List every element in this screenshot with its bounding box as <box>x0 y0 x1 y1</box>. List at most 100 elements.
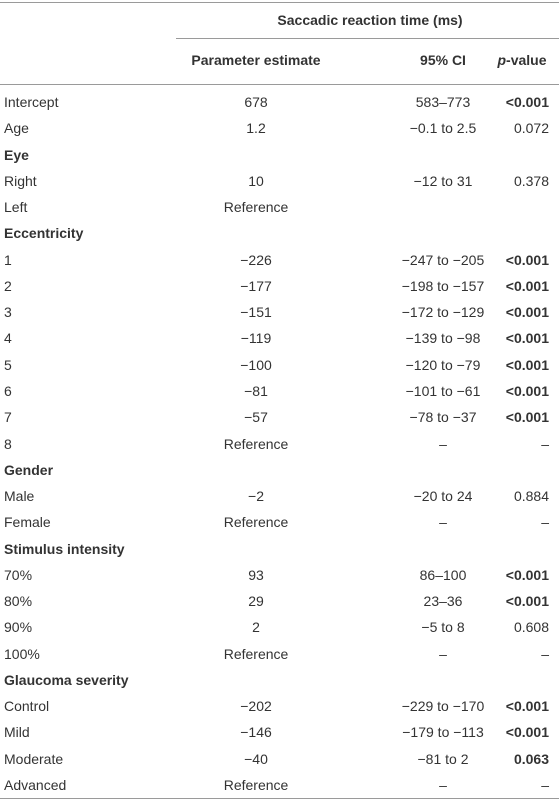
cell: <0.001 <box>505 304 549 321</box>
row-label: Control <box>4 698 50 715</box>
row-label: 6 <box>4 382 12 399</box>
row-label: Age <box>4 120 29 137</box>
section-header: Glaucoma severity <box>4 671 129 688</box>
cell: −198 to −157 <box>401 277 485 294</box>
column-header: p-value <box>497 51 546 69</box>
cell: 2 <box>252 619 260 636</box>
cell: 86–100 <box>419 566 467 583</box>
row-label: 8 <box>4 435 12 452</box>
column-header: Parameter estimate <box>191 52 321 68</box>
cell: <0.001 <box>505 330 549 347</box>
cell: – <box>541 645 549 662</box>
cell: −2 <box>248 488 264 505</box>
section-header: Gender <box>4 461 54 478</box>
cell: 583–773 <box>415 94 471 110</box>
cell: −177 <box>240 277 272 294</box>
cell: 0.072 <box>513 120 549 137</box>
cell: – <box>541 435 549 452</box>
cell: −202 <box>240 698 272 715</box>
cell: −101 to −61 <box>405 382 481 399</box>
cell: −12 to 31 <box>413 172 473 189</box>
section-header: Eccentricity <box>4 225 84 242</box>
cell: −120 to −79 <box>405 356 481 373</box>
cell: 10 <box>248 172 264 189</box>
cell: – <box>541 514 549 531</box>
cell: −5 to 8 <box>421 619 465 636</box>
row-label: 70% <box>4 566 33 583</box>
cell: 1.2 <box>246 120 266 137</box>
cell: 23–36 <box>423 593 463 610</box>
cell: −40 <box>244 750 268 767</box>
cell: −179 to −113 <box>402 724 484 741</box>
cell: Reference <box>223 435 289 452</box>
cell: 0.608 <box>513 619 549 636</box>
cell: −0.1 to 2.5 <box>409 120 477 137</box>
cell: <0.001 <box>505 566 549 583</box>
cell: Reference <box>223 645 289 662</box>
cell: <0.001 <box>505 409 549 426</box>
cell: −100 <box>240 356 272 373</box>
row-label: 2 <box>4 277 12 294</box>
cell: <0.001 <box>505 698 549 715</box>
row-label: 90% <box>4 619 33 636</box>
cell: – <box>439 514 447 531</box>
row-label: 100% <box>4 645 40 662</box>
row-label: Male <box>4 488 35 505</box>
cell: 0.063 <box>513 750 549 767</box>
cell: −247 to −205 <box>401 251 485 268</box>
cell: −226 <box>240 251 272 268</box>
cell: Reference <box>223 199 289 216</box>
cell: <0.001 <box>505 251 549 268</box>
row-label: Female <box>4 514 51 531</box>
rule <box>0 84 559 85</box>
row-label: 7 <box>4 409 12 426</box>
row-label: Left <box>4 199 28 216</box>
cell: −172 to −129 <box>401 304 485 321</box>
row-label: 80% <box>4 593 33 610</box>
cell: 29 <box>248 593 264 610</box>
header-italic: p <box>497 52 507 68</box>
cell: −57 <box>244 409 268 426</box>
cell: −151 <box>240 304 272 321</box>
cell: Reference <box>223 777 289 794</box>
cell: 0.884 <box>513 488 549 505</box>
rule <box>0 798 559 799</box>
cell: – <box>439 777 447 794</box>
table-title: Saccadic reaction time (ms) <box>277 12 463 28</box>
cell: <0.001 <box>505 356 549 373</box>
cell: 93 <box>248 566 264 583</box>
rule <box>176 38 559 39</box>
row-label: 4 <box>4 330 12 347</box>
cell: −229 to −170 <box>401 698 485 715</box>
section-header: Eye <box>4 146 29 163</box>
cell: – <box>439 645 447 662</box>
cell: <0.001 <box>505 382 549 399</box>
cell: – <box>439 435 447 452</box>
cell: −119 <box>240 330 272 347</box>
cell: −81 <box>244 382 268 399</box>
rule <box>0 2 559 3</box>
cell: 0.378 <box>513 172 549 189</box>
cell: −78 to −37 <box>409 409 477 426</box>
cell: −139 to −98 <box>405 330 481 347</box>
cell: <0.001 <box>505 94 549 110</box>
row-label: 5 <box>4 356 12 373</box>
cell: <0.001 <box>505 593 549 610</box>
header-text: -value <box>506 52 547 68</box>
row-label: 1 <box>4 251 12 268</box>
row-label: Advanced <box>4 777 67 794</box>
row-label: 3 <box>4 304 12 321</box>
row-label: Right <box>4 172 37 189</box>
cell: 678 <box>244 94 268 110</box>
cell: −20 to 24 <box>413 488 473 505</box>
cell: −81 to 2 <box>417 750 469 767</box>
row-label: Moderate <box>4 750 64 767</box>
cell: Reference <box>223 514 289 531</box>
cell: <0.001 <box>505 277 549 294</box>
section-header: Stimulus intensity <box>4 540 125 557</box>
cell: −146 <box>240 724 272 741</box>
column-header: 95% CI <box>420 52 466 68</box>
row-label: Mild <box>4 724 30 741</box>
cell: – <box>541 777 549 794</box>
